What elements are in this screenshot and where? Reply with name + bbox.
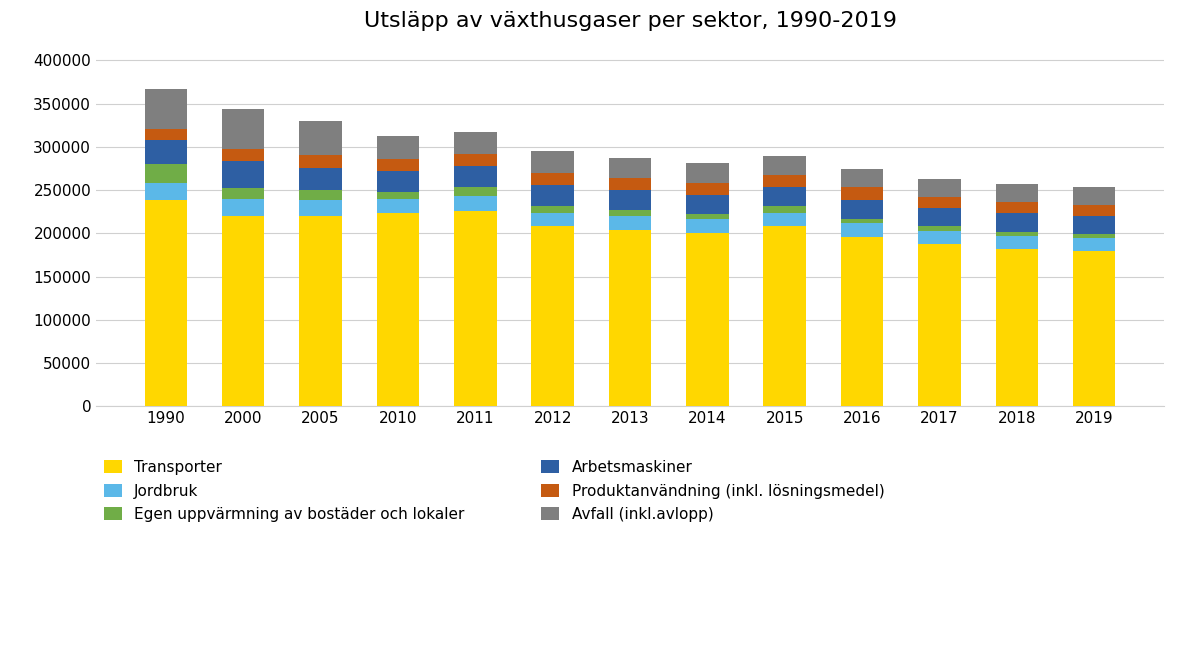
Bar xyxy=(841,223,883,237)
Bar xyxy=(1073,251,1116,406)
Bar xyxy=(996,184,1038,202)
Bar xyxy=(299,190,342,201)
Bar xyxy=(996,213,1038,232)
Bar xyxy=(686,219,728,233)
Bar xyxy=(377,192,419,199)
Bar xyxy=(532,185,574,206)
Bar xyxy=(1073,234,1116,237)
Bar xyxy=(454,154,497,166)
Bar xyxy=(222,216,264,406)
Bar xyxy=(377,171,419,192)
Bar xyxy=(377,213,419,406)
Bar xyxy=(222,161,264,188)
Bar xyxy=(841,237,883,406)
Bar xyxy=(532,151,574,173)
Bar xyxy=(222,148,264,161)
Bar xyxy=(686,233,728,406)
Bar xyxy=(841,219,883,223)
Bar xyxy=(144,201,187,406)
Bar xyxy=(532,206,574,213)
Bar xyxy=(686,163,728,183)
Bar xyxy=(608,158,652,178)
Bar xyxy=(454,196,497,211)
Bar xyxy=(918,244,961,406)
Bar xyxy=(996,202,1038,213)
Bar xyxy=(1073,237,1116,251)
Bar xyxy=(1073,216,1116,234)
Bar xyxy=(454,132,497,154)
Bar xyxy=(763,213,806,226)
Bar xyxy=(1073,186,1116,204)
Bar xyxy=(377,136,419,159)
Bar xyxy=(686,214,728,219)
Bar xyxy=(222,109,264,148)
Bar xyxy=(299,216,342,406)
Bar xyxy=(841,188,883,199)
Bar xyxy=(686,195,728,214)
Bar xyxy=(608,178,652,190)
Bar xyxy=(608,216,652,230)
Bar xyxy=(144,183,187,201)
Bar xyxy=(608,210,652,216)
Bar xyxy=(608,190,652,210)
Bar xyxy=(763,156,806,175)
Bar xyxy=(144,140,187,164)
Bar xyxy=(377,159,419,171)
Bar xyxy=(841,199,883,219)
Bar xyxy=(144,89,187,130)
Bar xyxy=(144,130,187,140)
Bar xyxy=(222,188,264,199)
Bar xyxy=(918,231,961,244)
Bar xyxy=(222,199,264,216)
Bar xyxy=(841,169,883,188)
Bar xyxy=(686,183,728,195)
Bar xyxy=(918,226,961,231)
Bar xyxy=(532,213,574,226)
Bar xyxy=(377,199,419,213)
Bar xyxy=(454,166,497,188)
Bar xyxy=(144,164,187,183)
Bar xyxy=(299,201,342,216)
Bar xyxy=(763,206,806,213)
Bar xyxy=(608,230,652,406)
Bar xyxy=(918,179,961,197)
Bar xyxy=(1073,204,1116,216)
Bar xyxy=(918,208,961,226)
Bar xyxy=(532,226,574,406)
Bar xyxy=(996,236,1038,249)
Bar xyxy=(996,249,1038,406)
Title: Utsläpp av växthusgaser per sektor, 1990-2019: Utsläpp av växthusgaser per sektor, 1990… xyxy=(364,10,896,30)
Bar xyxy=(299,168,342,190)
Bar xyxy=(299,155,342,168)
Bar xyxy=(763,188,806,206)
Bar xyxy=(454,211,497,406)
Bar xyxy=(454,188,497,196)
Legend: Transporter, Jordbruk, Egen uppvärmning av bostäder och lokaler, Arbetsmaskiner,: Transporter, Jordbruk, Egen uppvärmning … xyxy=(103,460,884,522)
Bar xyxy=(299,121,342,155)
Bar xyxy=(918,197,961,208)
Bar xyxy=(996,232,1038,236)
Bar xyxy=(763,226,806,406)
Bar xyxy=(763,175,806,188)
Bar xyxy=(532,173,574,185)
